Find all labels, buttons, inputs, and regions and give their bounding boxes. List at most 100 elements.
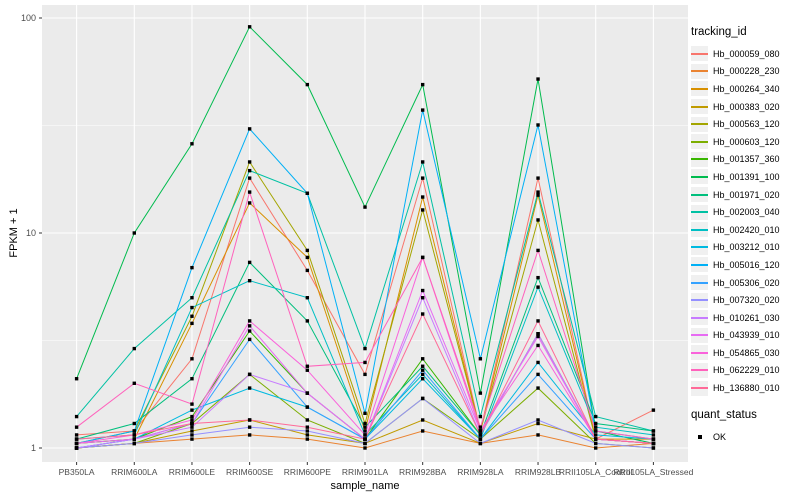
legend-line-icon (691, 246, 708, 249)
data-point (420, 176, 425, 180)
data-point (536, 248, 540, 253)
data-point (651, 429, 656, 433)
data-point (594, 446, 598, 450)
data-point (305, 255, 310, 260)
data-point (536, 433, 540, 437)
data-point (420, 429, 425, 433)
data-point (132, 433, 136, 437)
legend-item: Hb_043939_010 (691, 327, 799, 345)
quant-status-item: OK (691, 428, 799, 446)
quant-status-title: quant_status (691, 408, 757, 421)
legend-item: Hb_001357_360 (691, 151, 799, 169)
x-tick-label: RRII105LA_Control (559, 467, 633, 477)
data-point (420, 288, 425, 293)
legend-key-swatch (691, 151, 708, 167)
data-point (74, 425, 79, 429)
legend-item-label: Hb_000563_120 (713, 119, 780, 130)
data-point (190, 402, 194, 406)
data-point (190, 429, 194, 433)
legend: tracking_id Hb_000059_080 Hb_000228_230 Hb… (691, 26, 799, 445)
data-point (536, 372, 540, 377)
legend-item: Hb_005306_020 (691, 274, 799, 292)
data-point (536, 421, 540, 426)
data-point (594, 429, 598, 433)
data-point (478, 437, 483, 441)
legend-item: Hb_000563_120 (691, 115, 799, 133)
data-point (478, 357, 483, 361)
data-point (594, 421, 598, 426)
legend-key-swatch (691, 292, 708, 308)
data-point (190, 265, 194, 270)
data-point (247, 176, 252, 180)
legend-item: Hb_000228_230 (691, 63, 799, 81)
data-point (132, 346, 136, 351)
legend-line-icon (691, 175, 708, 178)
legend-item-label: Hb_001357_360 (713, 154, 780, 165)
legend-key-swatch (691, 99, 708, 115)
legend-key-swatch (691, 310, 708, 326)
legend-item-label: Hb_005306_020 (713, 277, 780, 288)
data-point (190, 414, 194, 419)
data-point (247, 278, 252, 283)
legend-item: Hb_054865_030 (691, 344, 799, 362)
legend-key-swatch (691, 345, 708, 361)
data-point (247, 260, 252, 265)
data-point (247, 329, 252, 333)
data-point (536, 360, 540, 365)
legend-item: Hb_136880_010 (691, 379, 799, 397)
legend-item-label: Hb_136880_010 (713, 383, 780, 394)
legend-item: Hb_000603_120 (691, 133, 799, 151)
data-point (74, 446, 79, 450)
data-point (363, 411, 367, 416)
data-point (478, 391, 483, 395)
legend-item-label: Hb_001971_020 (713, 189, 780, 200)
x-tick-label: RRIM600PE (284, 467, 332, 477)
data-point (594, 425, 598, 429)
legend-line-icon (691, 87, 708, 90)
data-point (651, 437, 656, 441)
legend-line-icon (691, 193, 708, 196)
data-point (594, 441, 598, 446)
legend-line-icon (691, 123, 708, 126)
legend-key-swatch (691, 362, 708, 378)
data-point (305, 248, 310, 253)
legend-item: Hb_000059_080 (691, 45, 799, 63)
data-point (536, 334, 540, 339)
data-point (363, 346, 367, 351)
data-point (363, 421, 367, 426)
legend-key-swatch (691, 204, 708, 220)
data-point (132, 429, 136, 433)
data-point (190, 425, 194, 429)
data-point (651, 441, 656, 446)
data-point (536, 190, 540, 194)
x-tick-label: RRIM600LA (111, 467, 158, 477)
quant-status-items: OK (691, 428, 799, 446)
legend-item-label: Hb_010261_030 (713, 312, 780, 323)
data-point (536, 418, 540, 422)
legend-item: Hb_000383_020 (691, 98, 799, 116)
data-point (247, 433, 252, 437)
data-point (247, 127, 252, 131)
data-point (247, 160, 252, 164)
data-point (305, 296, 310, 300)
data-point (536, 343, 540, 348)
legend-key-swatch (691, 46, 708, 62)
legend-item-label: Hb_002003_040 (713, 207, 780, 218)
data-point (74, 433, 79, 437)
data-point (536, 193, 540, 197)
data-point (132, 437, 136, 441)
data-point (478, 425, 483, 429)
legend-line-icon (691, 140, 708, 143)
legend-line-icon (691, 263, 708, 266)
legend-item: Hb_007320_020 (691, 291, 799, 309)
data-point (190, 437, 194, 441)
legend-key-swatch (691, 63, 708, 79)
legend-item-label: Hb_000383_020 (713, 101, 780, 112)
legend-item-label: Hb_054865_030 (713, 347, 780, 358)
legend-item-label: Hb_043939_010 (713, 330, 780, 341)
quant-status-label: OK (713, 431, 727, 442)
data-point (132, 421, 136, 426)
data-point (247, 25, 252, 29)
data-point (651, 433, 656, 437)
